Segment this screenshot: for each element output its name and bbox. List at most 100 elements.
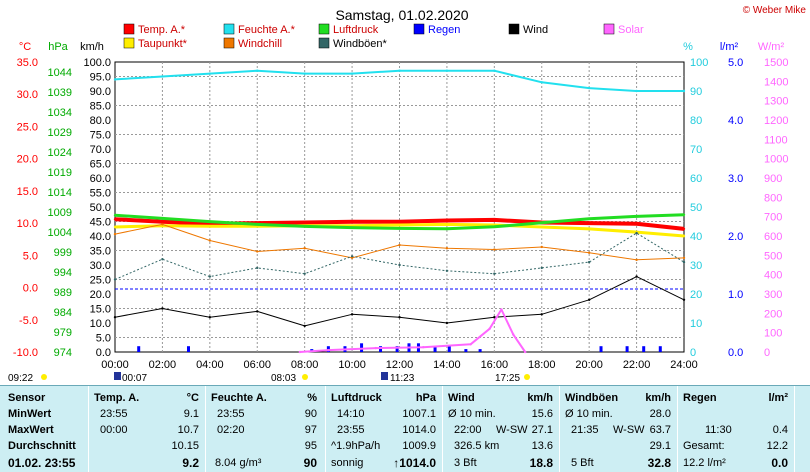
time-tick-label: 24:00	[670, 359, 698, 371]
rain-bar	[137, 346, 141, 352]
data-point	[635, 258, 638, 262]
data-point	[682, 256, 686, 260]
rain-tick-label: 1.0	[728, 289, 743, 301]
data-point	[512, 333, 515, 336]
humidity-max-value: 97	[304, 424, 317, 436]
kmh-tick-label: 25.0	[90, 275, 111, 287]
pressure-header: Luftdruck	[331, 392, 382, 404]
solar-tick-label: 700	[764, 212, 782, 224]
gust-column: Windböen km/h Ø 10 min. 28.0 21:35 W-SW …	[559, 386, 678, 472]
rain-unit-label: l/m²	[768, 392, 788, 404]
data-point	[540, 266, 543, 270]
wind-max-time: 22:00	[454, 424, 482, 436]
data-point	[587, 251, 591, 254]
wind-avg-label: Ø 10 min.	[448, 408, 496, 420]
data-point	[635, 222, 638, 225]
data-point	[113, 316, 117, 319]
wind-header: Wind	[448, 392, 475, 404]
data-point	[208, 239, 212, 242]
kmh-tick-label: 5.0	[96, 333, 111, 345]
data-point	[635, 231, 638, 235]
temp-tick-label: 35.0	[17, 57, 38, 69]
pressure-unit-label: hPa	[415, 392, 436, 404]
kmh-tick-label: 15.0	[90, 304, 111, 316]
data-point	[635, 89, 638, 93]
data-point	[350, 313, 354, 316]
time-tick-label: 22:00	[623, 359, 651, 371]
data-point	[350, 220, 354, 224]
rain-bar	[360, 343, 364, 352]
data-point	[303, 225, 306, 228]
rain-tick-label: 3.0	[728, 173, 743, 185]
data-point	[208, 225, 212, 228]
solar-tick-label: 600	[764, 231, 782, 243]
pct-unit: %	[683, 41, 693, 53]
rain-bar	[642, 346, 646, 352]
gust-unit-label: km/h	[645, 392, 671, 404]
hpa-tick-label: 1024	[48, 147, 72, 159]
data-point	[350, 226, 354, 229]
time-tick-label: 16:00	[481, 359, 509, 371]
data-point	[327, 348, 330, 352]
data-point	[493, 316, 496, 319]
data-point	[445, 227, 449, 230]
humidity-unit-label: %	[307, 392, 317, 404]
solar-tick-label: 0	[764, 347, 770, 359]
pressure-column: Luftdruck hPa 14:10 1007.1 23:55 1014.0 …	[325, 386, 443, 472]
humidity-header: Feuchte A.	[211, 392, 267, 404]
chart-legend: Temp. A.* Feuchte A.* Luftdruck Regen Wind So…	[123, 23, 644, 50]
kmh-tick-label: 50.0	[90, 202, 111, 214]
wind-max-direction: W-SW	[496, 424, 528, 436]
data-point	[161, 258, 164, 261]
data-point	[422, 345, 425, 349]
hpa-tick-label: 999	[54, 247, 72, 259]
pressure-max-value: 1014.0	[402, 424, 436, 436]
rain-tick-label: 4.0	[728, 115, 743, 127]
solar-tick-label: 1100	[764, 134, 788, 146]
rain-bar	[395, 346, 399, 352]
gust-avg-value: 28.0	[649, 408, 671, 420]
data-point	[298, 350, 302, 354]
temp-tick-label: 10.0	[17, 218, 38, 230]
kmh-tick-label: 45.0	[90, 217, 111, 229]
wind-beaufort: 3 Bft	[454, 457, 477, 469]
hpa-tick-label: 1009	[48, 207, 72, 219]
kmh-tick-label: 20.0	[90, 289, 111, 301]
gust-daily-avg: 29.1	[649, 440, 671, 452]
hpa-unit: hPa	[48, 41, 68, 53]
legend-label: Windchill	[238, 38, 282, 50]
rain-today: 12.2 l/m²	[683, 457, 726, 469]
kmh-tick-label: 70.0	[90, 144, 111, 156]
temp-tick-label: 25.0	[17, 121, 38, 133]
solar-tick-label: 1500	[764, 57, 788, 69]
data-point	[682, 89, 686, 93]
data-point	[469, 343, 472, 346]
time-tick-label: 12:00	[386, 359, 414, 371]
hpa-tick-label: 994	[54, 267, 72, 279]
gust-avg-label: Ø 10 min.	[565, 408, 613, 420]
data-point	[493, 272, 496, 275]
chart-axes: 00:00 02:00 04:00 06:00 08:00 10:00 12:00 14:00…	[13, 57, 789, 371]
rain-bar	[599, 346, 603, 352]
data-point	[256, 266, 259, 270]
data-point	[398, 69, 401, 72]
kmh-tick-label: 90.0	[90, 86, 111, 98]
pressure-min-value: 1007.1	[402, 408, 436, 420]
temp-max-time: 00:00	[100, 424, 128, 436]
data-point	[635, 275, 638, 278]
rain-max-time: 11:30	[705, 424, 732, 436]
legend-label: Feuchte A.*	[238, 24, 296, 36]
pct-tick-label: 50	[690, 202, 702, 214]
hpa-tick-label: 1044	[48, 67, 72, 79]
kmh-tick-label: 95.0	[90, 72, 111, 84]
data-point	[587, 217, 591, 220]
data-point	[256, 310, 259, 313]
wind-avg-value: 15.6	[531, 408, 553, 420]
legend-swatch	[223, 37, 235, 49]
sun-label-1: 09:22	[8, 373, 33, 384]
data-point	[682, 234, 686, 238]
pressure-max-time: 23:55	[337, 424, 365, 436]
legend-swatch	[603, 23, 615, 35]
pressure-avg-value: 1009.9	[402, 440, 436, 452]
humidity-min-value: 90	[304, 408, 317, 420]
